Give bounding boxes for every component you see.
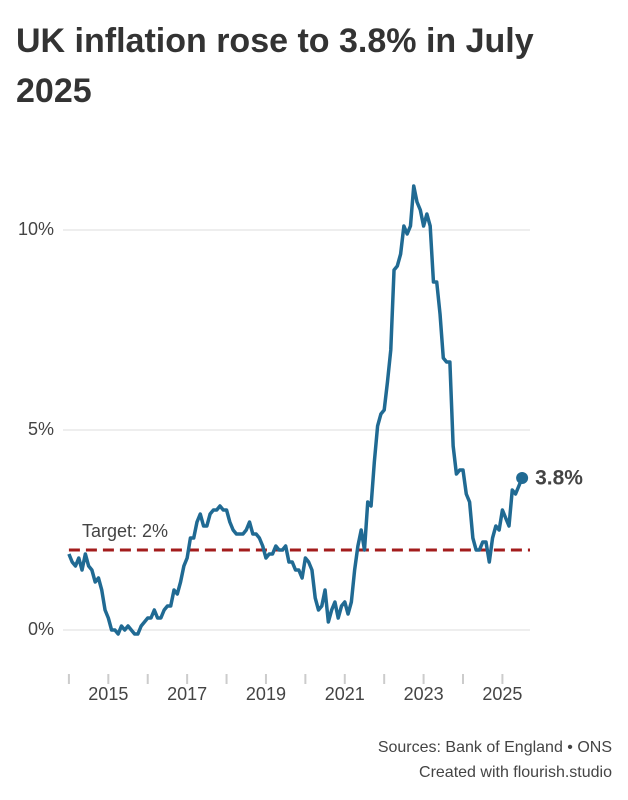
x-tick-label: 2015 bbox=[88, 684, 128, 704]
end-point bbox=[516, 472, 529, 484]
credit: Created with flourish.studio bbox=[419, 764, 612, 781]
x-tick-label: 2023 bbox=[404, 684, 444, 704]
y-tick-label: 0% bbox=[28, 619, 54, 639]
end-label: 3.8% bbox=[535, 467, 583, 490]
source: Sources: Bank of England • ONS bbox=[378, 739, 612, 756]
y-tick-label: 10% bbox=[18, 219, 54, 239]
x-tick-label: 2025 bbox=[482, 684, 522, 704]
data-line bbox=[67, 184, 524, 636]
x-tick-label: 2019 bbox=[246, 684, 286, 704]
x-tick-label: 2021 bbox=[325, 684, 365, 704]
x-tick-label: 2017 bbox=[167, 684, 207, 704]
reference-label: Target: 2% bbox=[82, 521, 168, 541]
y-tick-label: 5% bbox=[28, 419, 54, 439]
chart-title: UK inflation rose to 3.8% in July 2025 bbox=[16, 22, 534, 110]
